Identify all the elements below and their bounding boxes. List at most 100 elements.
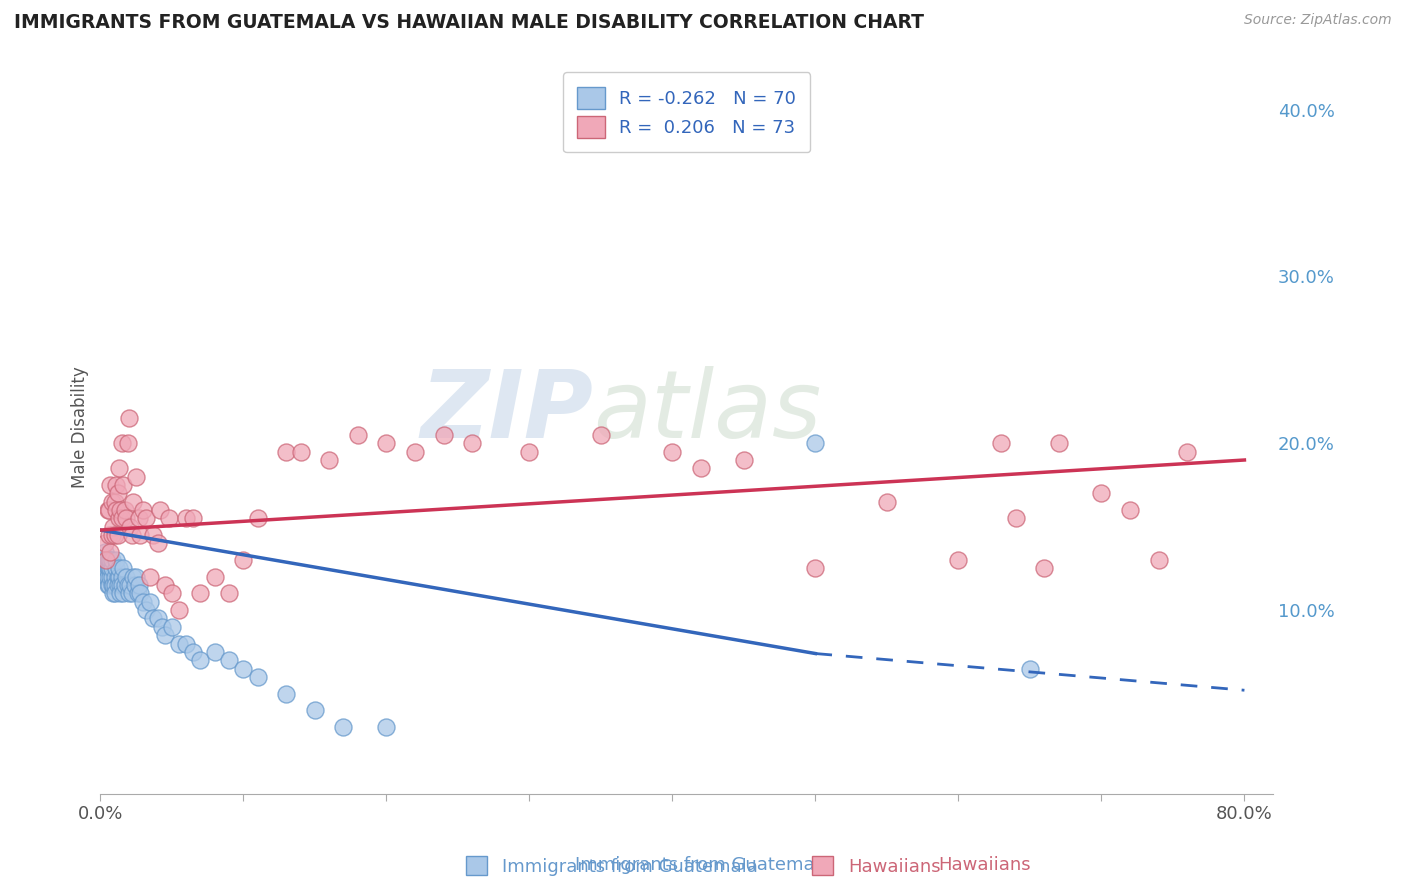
Point xyxy=(105,478,128,492)
Point xyxy=(108,561,131,575)
Point xyxy=(101,578,124,592)
Text: atlas: atlas xyxy=(593,367,821,458)
Point xyxy=(876,494,898,508)
Point xyxy=(1175,444,1198,458)
Point xyxy=(121,586,143,600)
Point xyxy=(115,511,138,525)
Point xyxy=(1004,511,1026,525)
Point xyxy=(404,444,426,458)
Point xyxy=(101,561,124,575)
Point xyxy=(104,570,127,584)
Point xyxy=(125,469,148,483)
Point xyxy=(104,494,127,508)
Point xyxy=(104,586,127,600)
Point xyxy=(94,561,117,575)
Point xyxy=(117,578,139,592)
Point xyxy=(190,586,212,600)
Point xyxy=(733,453,755,467)
Point xyxy=(139,595,162,609)
Point xyxy=(110,503,132,517)
Point xyxy=(118,586,141,600)
Point xyxy=(101,494,124,508)
Point xyxy=(96,578,118,592)
Point xyxy=(120,520,142,534)
Point xyxy=(112,586,135,600)
Point xyxy=(105,553,128,567)
Point xyxy=(1047,436,1070,450)
Point xyxy=(125,570,148,584)
Point xyxy=(142,611,165,625)
Point xyxy=(104,528,127,542)
Point xyxy=(108,511,131,525)
Point xyxy=(103,578,125,592)
Point xyxy=(97,561,120,575)
Point xyxy=(174,511,197,525)
Point xyxy=(122,570,145,584)
Point xyxy=(127,586,149,600)
Point xyxy=(181,645,204,659)
Point xyxy=(160,620,183,634)
Text: Hawaiians: Hawaiians xyxy=(938,855,1031,873)
Point xyxy=(98,553,121,567)
Point xyxy=(98,478,121,492)
Point xyxy=(117,436,139,450)
Point xyxy=(115,570,138,584)
Point xyxy=(246,670,269,684)
Point xyxy=(112,561,135,575)
Point xyxy=(146,611,169,625)
Point xyxy=(174,636,197,650)
Point xyxy=(114,503,136,517)
Point xyxy=(103,586,125,600)
Point xyxy=(139,570,162,584)
Point xyxy=(432,428,454,442)
Point xyxy=(111,436,134,450)
Point xyxy=(111,578,134,592)
Text: ZIP: ZIP xyxy=(420,366,593,458)
Point xyxy=(104,578,127,592)
Point xyxy=(153,578,176,592)
Text: IMMIGRANTS FROM GUATEMALA VS HAWAIIAN MALE DISABILITY CORRELATION CHART: IMMIGRANTS FROM GUATEMALA VS HAWAIIAN MA… xyxy=(14,13,924,32)
Point xyxy=(190,653,212,667)
Point xyxy=(246,511,269,525)
Point xyxy=(204,645,226,659)
Point xyxy=(589,428,612,442)
Point xyxy=(276,687,298,701)
Point xyxy=(160,586,183,600)
Point xyxy=(107,528,129,542)
Point xyxy=(232,553,254,567)
Point xyxy=(97,578,120,592)
Point xyxy=(114,578,136,592)
Point xyxy=(98,545,121,559)
Point xyxy=(804,436,827,450)
Point xyxy=(318,453,340,467)
Point xyxy=(110,578,132,592)
Point xyxy=(153,628,176,642)
Point xyxy=(167,636,190,650)
Point xyxy=(135,511,157,525)
Point xyxy=(110,586,132,600)
Point xyxy=(690,461,713,475)
Point xyxy=(97,528,120,542)
Point xyxy=(661,444,683,458)
Point xyxy=(112,478,135,492)
Point xyxy=(103,520,125,534)
Point xyxy=(948,553,970,567)
Point xyxy=(107,486,129,500)
Point xyxy=(1147,553,1170,567)
Text: Source: ZipAtlas.com: Source: ZipAtlas.com xyxy=(1244,13,1392,28)
Point xyxy=(93,561,115,575)
Point xyxy=(101,528,124,542)
Point xyxy=(218,653,240,667)
Point xyxy=(93,536,115,550)
Point xyxy=(98,570,121,584)
Point xyxy=(124,578,146,592)
Point xyxy=(107,570,129,584)
Point xyxy=(290,444,312,458)
Point xyxy=(101,570,124,584)
Point xyxy=(375,720,398,734)
Point xyxy=(1090,486,1112,500)
Point xyxy=(122,494,145,508)
Point xyxy=(105,503,128,517)
Text: Immigrants from Guatemala: Immigrants from Guatemala xyxy=(575,855,831,873)
Point xyxy=(804,561,827,575)
